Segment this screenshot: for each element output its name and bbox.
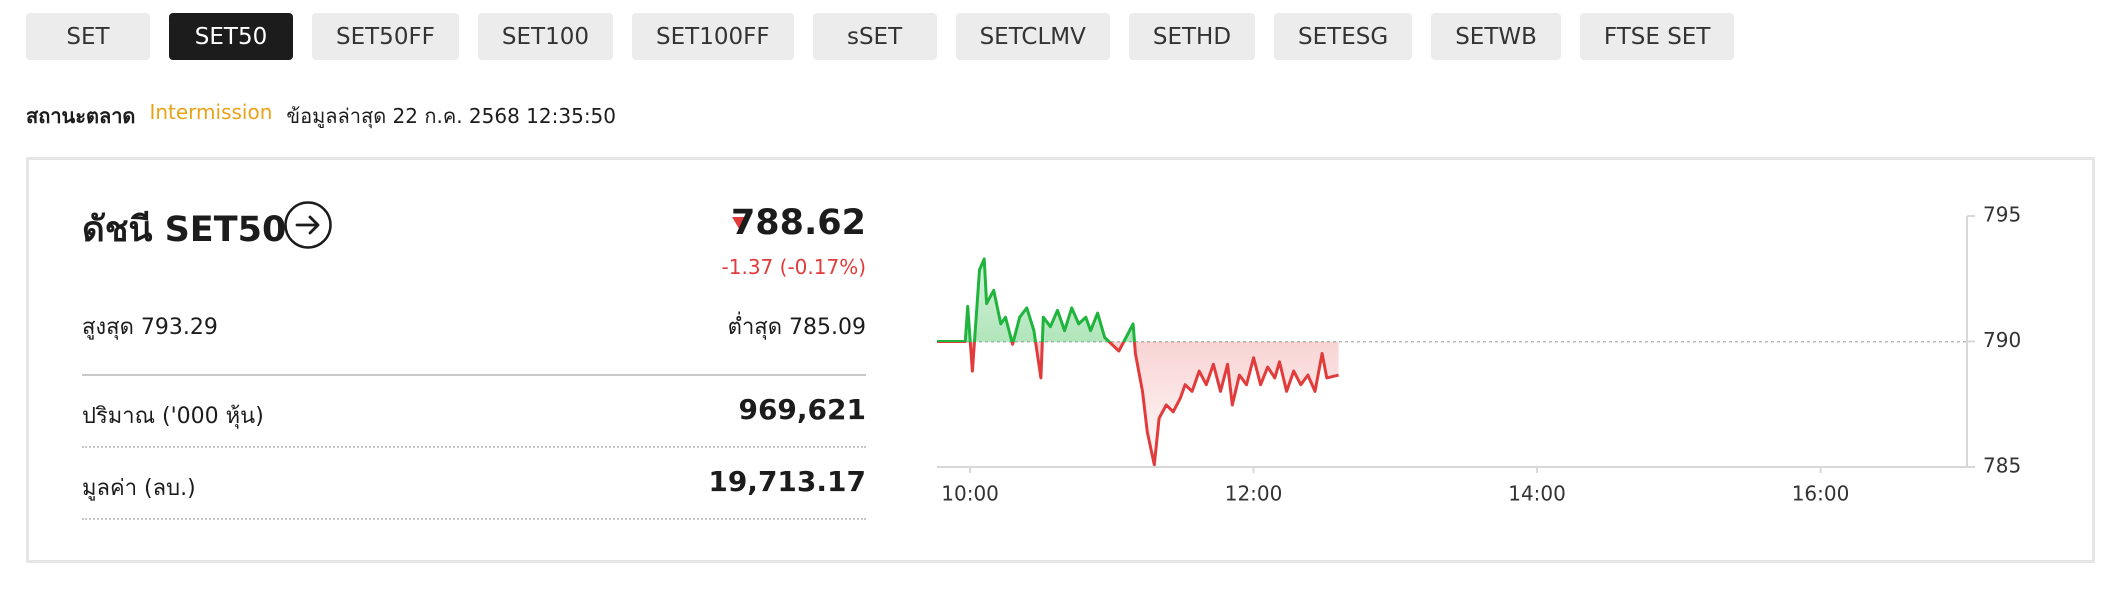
price-line [937, 257, 1339, 467]
index-tab[interactable]: SETCLMV [955, 13, 1110, 60]
index-tab[interactable]: SET100 [477, 13, 614, 60]
y-tick-label: 785 [1983, 454, 2021, 478]
value-value: 19,713.17 [708, 465, 866, 498]
index-tabs: SET SET50 SET50FF SET100 SET100FF sSET SETCLMV… [26, 13, 1735, 60]
x-tick-label: 14:00 [1508, 482, 1566, 506]
low-value: 785.09 [789, 315, 866, 340]
index-tab[interactable]: SET50 [169, 13, 293, 60]
detail-button[interactable] [283, 200, 333, 250]
high: สูงสุด 793.29 [82, 309, 218, 344]
status-label: สถานะตลาด [26, 104, 136, 128]
divider [82, 446, 866, 448]
index-tab[interactable]: sSET [812, 13, 937, 60]
high-value: 793.29 [140, 315, 218, 340]
divider [82, 374, 866, 376]
market-status: สถานะตลาด Intermission ข้อมูลล่าสุด 22 ก… [26, 100, 616, 132]
down-arrow [732, 217, 750, 232]
index-last: 788.62 [730, 203, 866, 243]
value-label: มูลค่า (ลบ.) [82, 476, 196, 501]
divider [82, 518, 866, 520]
index-title: ดัชนี SET50 [82, 210, 287, 250]
volume-label: ปริมาณ ('000 หุ้น) [82, 404, 264, 429]
index-tab[interactable]: SETHD [1128, 13, 1256, 60]
index-panel [26, 157, 2095, 563]
x-tick-label: 12:00 [1225, 482, 1283, 506]
status-value: Intermission [149, 100, 273, 124]
index-change: -1.37 (-0.17%) [721, 255, 866, 279]
low: ต่ำสุด 785.09 [728, 309, 866, 344]
x-tick-label: 10:00 [941, 482, 999, 506]
index-tab[interactable]: FTSE SET [1579, 13, 1735, 60]
updated-time: ข้อมูลล่าสุด 22 ก.ค. 2568 12:35:50 [286, 104, 616, 128]
index-tab[interactable]: SET [26, 13, 150, 60]
high-label: สูงสุด [82, 315, 134, 340]
x-tick-label: 16:00 [1792, 482, 1850, 506]
index-tab[interactable]: SETESG [1274, 13, 1413, 60]
index-tab[interactable]: SET100FF [632, 13, 794, 60]
y-tick-label: 795 [1983, 203, 2021, 227]
low-label: ต่ำสุด [727, 315, 783, 340]
volume-value: 969,621 [738, 393, 866, 426]
index-tab[interactable]: SETWB [1431, 13, 1561, 60]
y-tick-label: 790 [1983, 328, 2021, 352]
index-tab[interactable]: SET50FF [312, 13, 459, 60]
